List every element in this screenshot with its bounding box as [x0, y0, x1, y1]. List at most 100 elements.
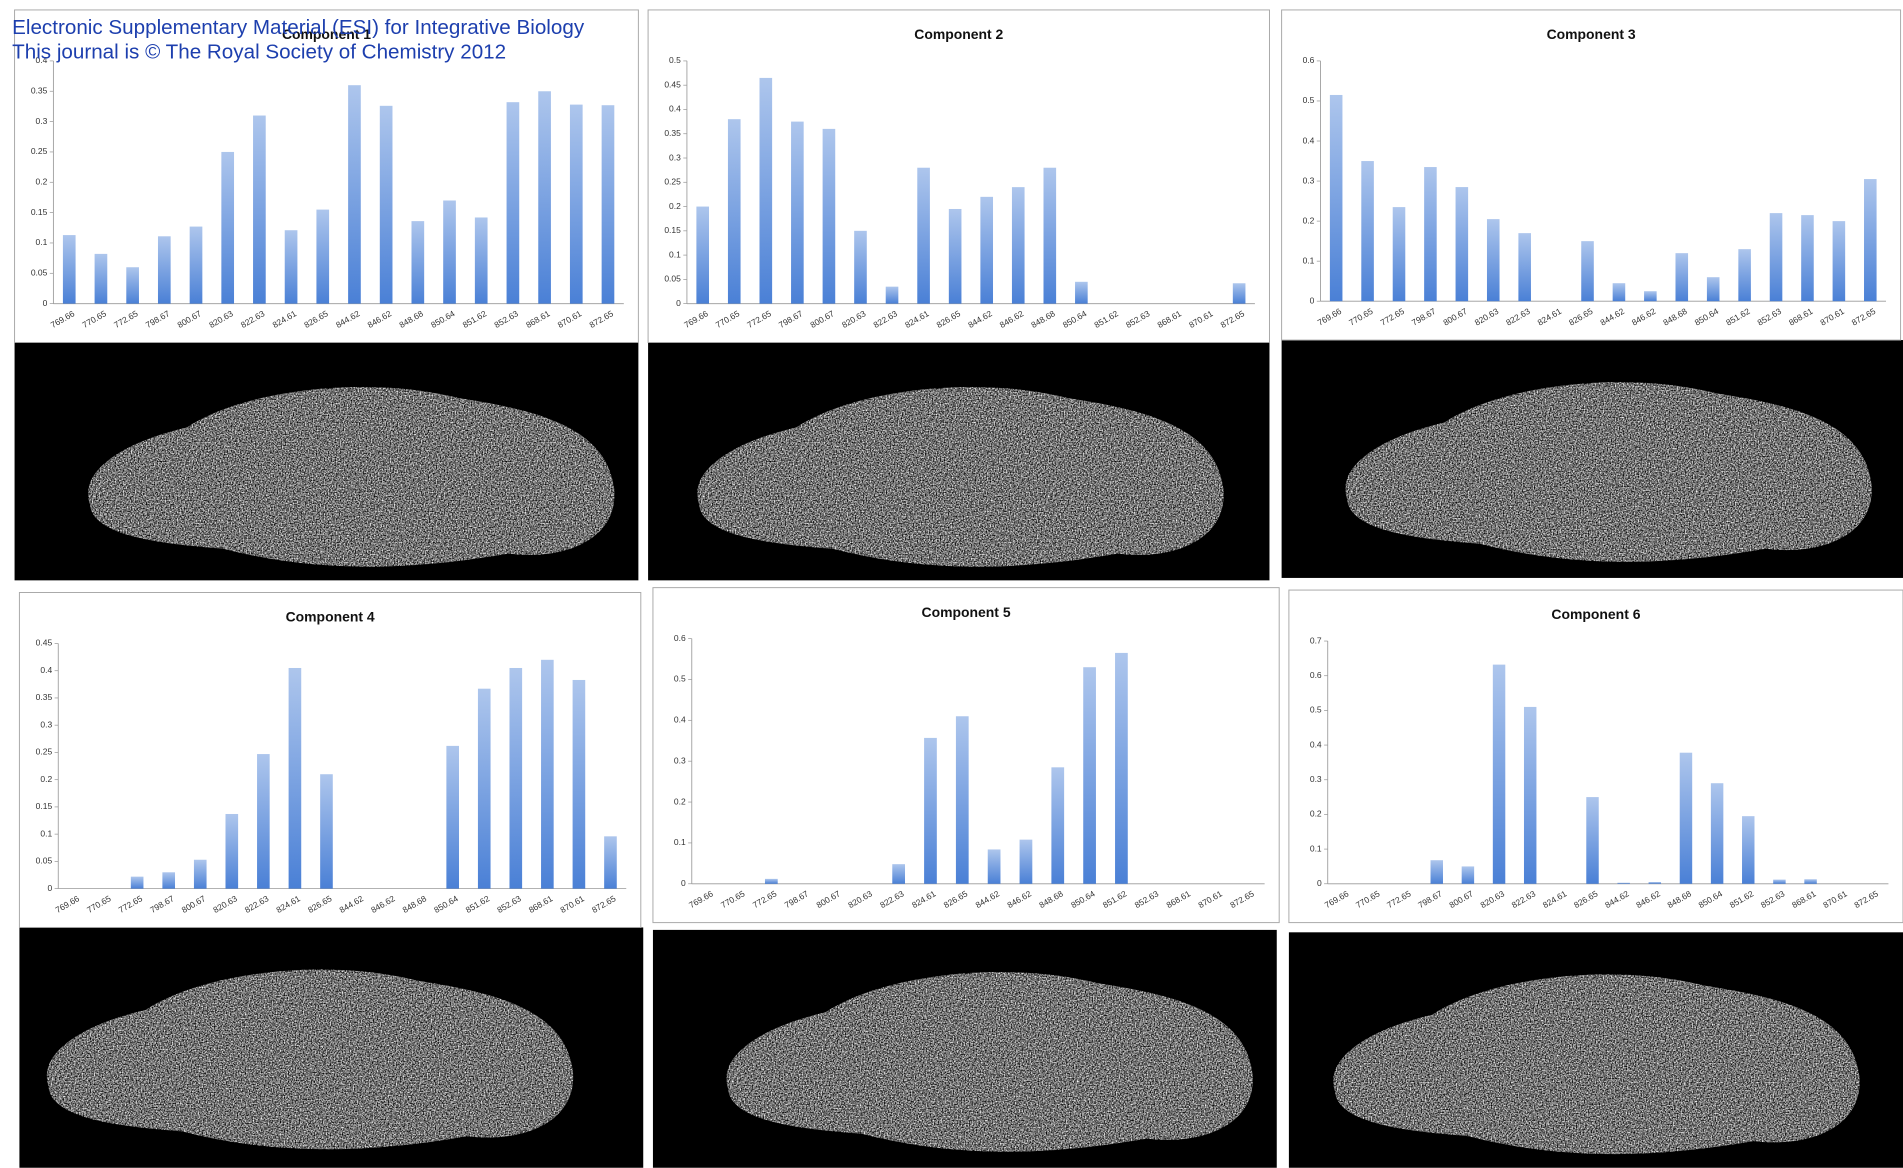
y-tick-label: 0.45: [36, 638, 53, 648]
bar: [509, 668, 522, 889]
brain-image: [1289, 932, 1903, 1167]
y-tick-label: 0: [676, 298, 681, 308]
bar: [1493, 665, 1505, 884]
y-tick-label: 0.2: [1303, 215, 1315, 225]
bar: [289, 668, 302, 889]
brain-image: [648, 342, 1269, 580]
bar: [1770, 213, 1783, 301]
brain-image: [15, 342, 639, 580]
chart-title: Component 3: [1547, 26, 1636, 42]
y-tick-label: 0.2: [669, 201, 681, 211]
bar: [1649, 882, 1661, 884]
brain-image: [653, 930, 1277, 1168]
bar: [1431, 860, 1443, 884]
bar: [1518, 233, 1531, 301]
y-tick-label: 0: [681, 878, 686, 888]
bar: [988, 849, 1001, 883]
bar: [1043, 168, 1056, 304]
bar: [443, 200, 456, 303]
bar: [696, 207, 709, 304]
bar: [225, 814, 238, 889]
brain-image: [19, 927, 643, 1167]
bar: [1115, 653, 1128, 884]
bar: [1361, 161, 1374, 301]
bar: [892, 864, 905, 884]
y-tick-label: 0.35: [36, 692, 53, 702]
y-tick-label: 0.5: [669, 55, 681, 65]
bar: [765, 879, 778, 884]
y-tick-label: 0: [47, 883, 52, 893]
y-tick-label: 0.5: [1310, 705, 1322, 715]
bar: [949, 209, 962, 304]
chart-title: Component 4: [286, 609, 375, 625]
bar: [728, 119, 741, 303]
bar: [1617, 883, 1629, 884]
bar: [602, 105, 615, 303]
bar: [760, 78, 773, 304]
bar: [131, 877, 144, 889]
bar: [1644, 291, 1657, 301]
y-tick-label: 0.5: [1303, 95, 1315, 105]
y-tick-label: 0.1: [669, 249, 681, 259]
y-tick-label: 0.25: [31, 146, 48, 156]
y-tick-label: 0.4: [40, 665, 52, 675]
y-tick-label: 0.35: [664, 128, 681, 138]
bar: [1524, 707, 1536, 884]
y-tick-label: 0: [1317, 878, 1322, 888]
bar: [1075, 282, 1088, 304]
bar: [1711, 783, 1723, 884]
y-tick-label: 0.6: [674, 633, 686, 643]
y-tick-label: 0.4: [1310, 739, 1322, 749]
y-tick-label: 0.3: [36, 116, 48, 126]
y-tick-label: 0.3: [40, 719, 52, 729]
bar: [190, 227, 203, 304]
bar: [475, 217, 488, 303]
chart-panel: Component 600.10.20.30.40.50.60.7769.667…: [1289, 590, 1903, 923]
bar: [1864, 179, 1877, 301]
y-tick-label: 0.1: [674, 837, 686, 847]
chart-panel: Component 400.050.10.150.20.250.30.350.4…: [19, 592, 640, 927]
bar: [1083, 667, 1096, 884]
y-tick-label: 0: [1310, 295, 1315, 305]
page: Component 100.050.10.150.20.250.30.350.4…: [0, 0, 1903, 1168]
y-tick-label: 0.1: [40, 828, 52, 838]
y-tick-label: 0: [43, 298, 48, 308]
bar: [1680, 753, 1692, 884]
chart-title: Component 2: [914, 26, 1003, 42]
bar: [380, 106, 393, 304]
bar: [316, 210, 329, 304]
y-tick-label: 0.05: [31, 268, 48, 278]
y-tick-label: 0.05: [664, 274, 681, 284]
bar: [1773, 880, 1785, 884]
y-tick-label: 0.25: [664, 177, 681, 187]
bar: [917, 168, 930, 304]
bar: [1012, 187, 1025, 304]
y-tick-label: 0.1: [1310, 843, 1322, 853]
y-tick-label: 0.3: [1310, 774, 1322, 784]
bar: [411, 221, 424, 304]
bar: [1738, 249, 1751, 301]
bar: [573, 680, 586, 889]
bar: [162, 872, 175, 888]
bar: [1581, 241, 1594, 301]
bar: [320, 774, 333, 888]
bar: [1707, 277, 1720, 301]
bar: [257, 754, 270, 889]
bar: [446, 746, 459, 889]
bar: [924, 738, 937, 884]
y-tick-label: 0.3: [1303, 175, 1315, 185]
chart-panel: Component 200.050.10.150.20.250.30.350.4…: [648, 10, 1269, 343]
y-tick-label: 0.3: [674, 755, 686, 765]
bar: [791, 122, 804, 304]
y-tick-label: 0.1: [1303, 255, 1315, 265]
y-tick-label: 0.4: [669, 104, 681, 114]
y-tick-label: 0.25: [36, 747, 53, 757]
bar: [1487, 219, 1500, 301]
chart-title: Component 6: [1551, 606, 1640, 622]
y-tick-label: 0.5: [674, 674, 686, 684]
y-tick-label: 0.3: [669, 152, 681, 162]
bar: [1801, 215, 1814, 301]
y-tick-label: 0.7: [1310, 635, 1322, 645]
y-tick-label: 0.6: [1310, 670, 1322, 680]
